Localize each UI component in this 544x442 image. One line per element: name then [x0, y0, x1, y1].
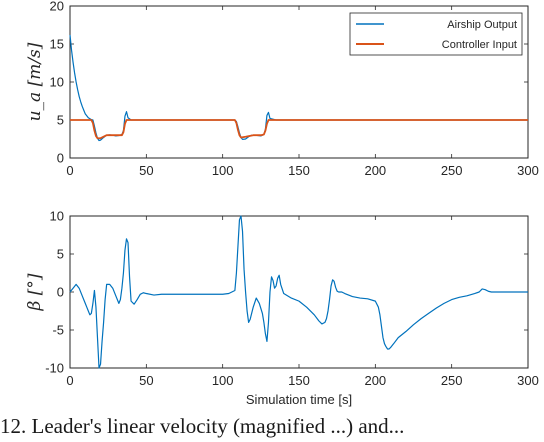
- bottom-x-tick-label: 100: [212, 373, 234, 388]
- top-series-line-controller-input: [70, 119, 528, 140]
- top-legend: Airship Output Controller Input: [349, 12, 523, 56]
- bottom-y-axis-label: β [°]: [25, 273, 45, 311]
- bottom-y-tick-label: 5: [57, 247, 64, 262]
- figure-caption: 12. Leader's linear velocity (magnified …: [0, 414, 405, 438]
- top-x-tick-label: 250: [441, 163, 463, 178]
- bottom-x-tick-label: 0: [66, 373, 73, 388]
- bottom-x-tick-label: 300: [517, 373, 539, 388]
- bottom-x-axis-label: Simulation time [s]: [246, 392, 352, 407]
- top-y-tick-label: 20: [50, 0, 64, 14]
- bottom-x-tick-label: 150: [288, 373, 310, 388]
- bottom-x-tick-label: 200: [364, 373, 386, 388]
- top-y-tick-label: 5: [57, 113, 64, 128]
- bottom-series-line-series-0: [69, 215, 528, 369]
- bottom-y-tick-label: -5: [52, 323, 64, 338]
- top-x-tick-label: 300: [517, 163, 539, 178]
- legend-label-controller-input: Controller Input: [442, 39, 517, 51]
- top-panel: 0 50 100 150 200 250 300 0 5 10 15 20 u_a [m/s] Air…: [25, 0, 539, 178]
- bottom-y-tick-label: -10: [45, 361, 64, 376]
- bottom-y-tick-label: 10: [50, 209, 64, 224]
- top-x-tick-label: 0: [66, 163, 73, 178]
- top-y-tick-label: 15: [50, 37, 64, 52]
- top-x-tick-label: 50: [139, 163, 153, 178]
- bottom-panel: 0 50 100 150 200 250 300 -10 -5 0 5 10 β [°] Simula…: [25, 209, 539, 408]
- top-x-tick-label: 150: [288, 163, 310, 178]
- bottom-x-tick-label: 50: [139, 373, 153, 388]
- legend-label-airship-output: Airship Output: [447, 19, 517, 31]
- bottom-y-tick-label: 0: [57, 285, 64, 300]
- top-y-axis-label: u_a [m/s]: [25, 42, 45, 121]
- top-x-tick-label: 100: [212, 163, 234, 178]
- bottom-plot-area: [69, 215, 529, 369]
- bottom-x-tick-label: 250: [441, 373, 463, 388]
- top-y-tick-label: 10: [50, 75, 64, 90]
- top-y-tick-label: 0: [57, 151, 64, 166]
- top-x-tick-label: 200: [364, 163, 386, 178]
- legend-box: [349, 12, 523, 56]
